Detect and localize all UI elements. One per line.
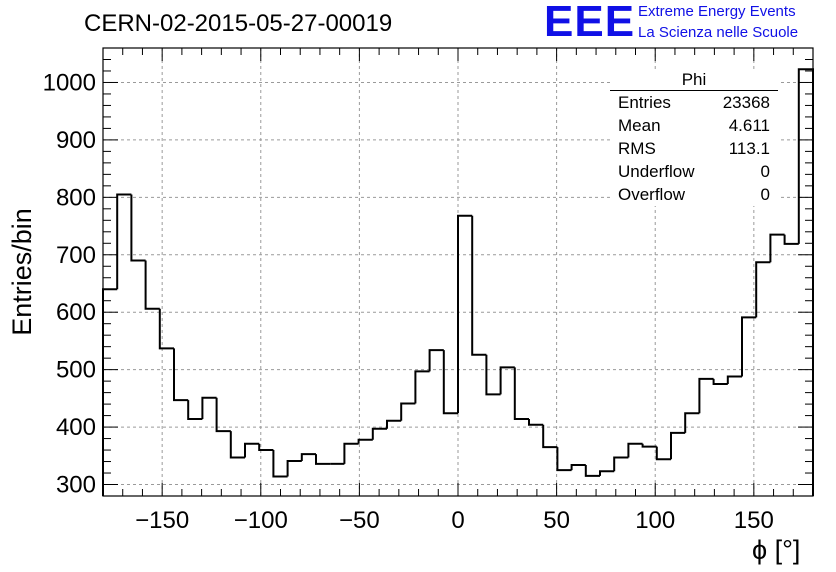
- stats-label: RMS: [618, 139, 656, 158]
- histogram-bin: [258, 443, 274, 452]
- histogram-bin: [130, 194, 146, 262]
- histogram-bin: [570, 463, 586, 471]
- logo-text-line1: Extreme Energy Events: [638, 3, 796, 20]
- stats-row-rms: RMS 113.1: [610, 137, 778, 160]
- histogram-bin: [513, 367, 529, 421]
- histogram-bin: [627, 442, 643, 458]
- histogram-bin: [655, 446, 671, 461]
- x-tick-label: −100: [234, 507, 288, 534]
- stats-label: Entries: [618, 93, 671, 112]
- stats-row-overflow: Overflow 0: [610, 183, 778, 206]
- stats-row-entries: Entries 23368: [610, 91, 778, 114]
- histogram-bin: [698, 377, 714, 414]
- histogram-bin: [712, 378, 728, 385]
- histogram-bin: [528, 419, 544, 426]
- eee-logo: EEE: [544, 0, 636, 46]
- y-tick-label: 600: [56, 299, 96, 326]
- stats-row-mean: Mean 4.611: [610, 114, 778, 137]
- x-tick-label: 0: [451, 507, 464, 534]
- histogram-bin: [158, 308, 174, 350]
- y-tick-label: 900: [56, 127, 96, 154]
- histogram-bin: [272, 450, 288, 478]
- histogram-bin: [599, 470, 615, 476]
- y-tick-label: 500: [56, 357, 96, 384]
- histogram-bin: [542, 424, 558, 449]
- histogram-bin: [357, 438, 373, 444]
- histogram-bin: [187, 400, 203, 421]
- histogram-bin: [783, 234, 799, 245]
- histogram-bin: [229, 431, 245, 459]
- axis-ticks: [102, 48, 814, 496]
- histogram-bin: [684, 412, 700, 433]
- histogram-bin: [499, 366, 515, 395]
- y-tick-label: 1000: [43, 69, 96, 96]
- histogram-bin: [755, 261, 771, 318]
- histogram-bin: [726, 375, 742, 384]
- histogram-bin: [201, 396, 217, 420]
- histogram-bin: [173, 348, 189, 402]
- y-tick-label: 400: [56, 414, 96, 441]
- x-tick-label: 100: [635, 507, 675, 534]
- stats-label: Overflow: [618, 185, 686, 204]
- histogram-bin: [471, 215, 487, 356]
- histogram-bin: [371, 427, 387, 440]
- histogram-bin: [215, 397, 231, 433]
- x-tick-label: −50: [339, 507, 380, 534]
- histogram-bin: [556, 447, 572, 472]
- y-tick-label: 800: [56, 184, 96, 211]
- histogram-bins: [102, 68, 814, 496]
- stats-value: 0: [760, 162, 770, 181]
- x-tick-label: 50: [543, 507, 570, 534]
- histogram-bin: [769, 233, 785, 263]
- histogram-bin: [386, 419, 402, 429]
- histogram-bin: [670, 431, 686, 460]
- histogram-bin: [613, 456, 629, 472]
- tick-labels: −150 −100 −50 0 50 100 150 300 400 500 600 700 800 90…: [43, 69, 774, 534]
- histogram-bin: [797, 68, 814, 496]
- chart-title: CERN-02-2015-05-27-00019: [84, 10, 393, 37]
- histogram-bin: [584, 464, 600, 477]
- histogram-bin: [414, 370, 430, 404]
- stats-label: Mean: [618, 116, 661, 135]
- stats-value: 23368: [722, 93, 770, 112]
- histogram-bin: [286, 459, 302, 477]
- histogram-bin: [300, 453, 316, 461]
- x-axis-label: ϕ [°]: [752, 535, 801, 565]
- y-tick-label: 700: [56, 242, 96, 269]
- histogram-bin: [457, 214, 473, 414]
- stats-label: Underflow: [618, 162, 695, 181]
- stats-value: 4.611: [728, 116, 770, 135]
- x-tick-label: −150: [135, 507, 189, 534]
- histogram-bin: [144, 260, 160, 310]
- histogram-bin: [244, 442, 260, 458]
- histogram-bin: [641, 443, 657, 448]
- stats-value: 113.1: [728, 139, 770, 158]
- stats-box: Phi Entries 23368 Mean 4.611 RMS 113.1 U…: [610, 70, 778, 206]
- logo-text-line2: La Scienza nelle Scuole: [638, 24, 799, 41]
- histogram-bin: [741, 316, 757, 377]
- histogram-bin: [442, 350, 458, 415]
- histogram-bin: [485, 354, 501, 396]
- histogram-bin: [315, 454, 331, 465]
- y-tick-label: 300: [56, 472, 96, 499]
- stats-row-underflow: Underflow 0: [610, 160, 778, 183]
- stats-box-title: Phi: [610, 70, 778, 91]
- histogram-bin: [116, 193, 132, 290]
- stats-value: 0: [760, 185, 770, 204]
- histogram-bin: [428, 349, 444, 372]
- x-tick-label: 150: [734, 507, 774, 534]
- histogram-bin: [343, 442, 359, 464]
- histogram-bin: [400, 402, 416, 421]
